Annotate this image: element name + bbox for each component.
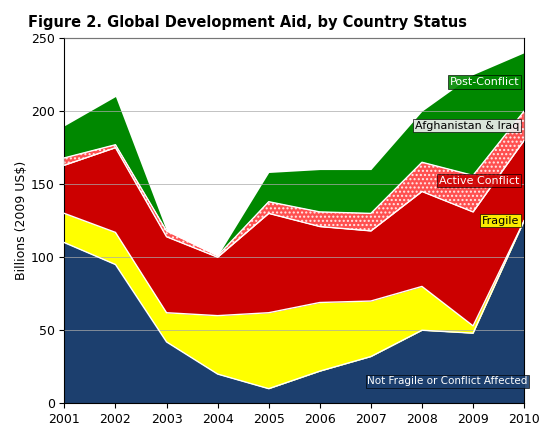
Polygon shape: [64, 111, 524, 257]
Text: Not Fragile or Conflict Affected: Not Fragile or Conflict Affected: [367, 376, 528, 386]
Text: Afghanistan & Iraq: Afghanistan & Iraq: [415, 121, 519, 131]
Text: Post-Conflict: Post-Conflict: [450, 77, 519, 87]
Y-axis label: Billions (2009 US$): Billions (2009 US$): [15, 161, 28, 280]
Text: Active Conflict: Active Conflict: [438, 176, 519, 186]
Text: Fragile: Fragile: [482, 216, 519, 226]
Text: Figure 2. Global Development Aid, by Country Status: Figure 2. Global Development Aid, by Cou…: [28, 15, 467, 30]
